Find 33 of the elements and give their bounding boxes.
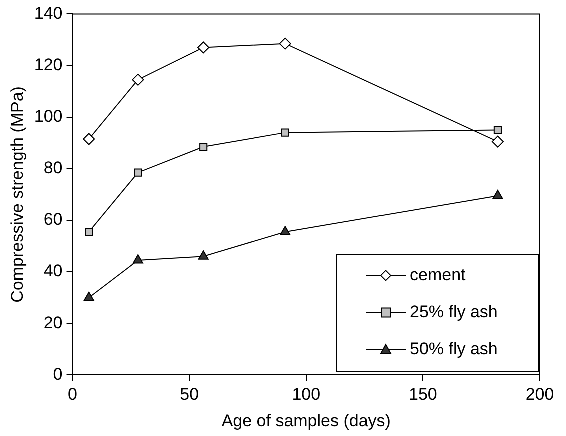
y-axis-title: Compressive strength (MPa) [8, 86, 27, 303]
point [492, 190, 504, 200]
y-tick-label: 120 [34, 55, 63, 74]
x-tick-label: 150 [409, 385, 438, 404]
x-axis-title: Age of samples (days) [222, 411, 391, 430]
y-tick-label: 140 [34, 4, 63, 23]
point [132, 254, 144, 264]
y-tick-label: 20 [44, 313, 63, 332]
x-tick-label: 200 [526, 385, 554, 404]
legend-label: 25% fly ash [410, 302, 498, 322]
point [281, 128, 290, 137]
legend-label: 50% fly ash [410, 339, 498, 358]
y-tick-label: 60 [44, 210, 63, 230]
y-tick-label: 40 [44, 262, 63, 281]
x-tick-label: 50 [180, 385, 200, 404]
point [200, 142, 208, 152]
point [84, 292, 94, 302]
point [83, 133, 96, 146]
point [198, 42, 210, 54]
y-tick-label: 80 [44, 158, 63, 178]
point [279, 38, 292, 50]
point [494, 126, 502, 134]
point [492, 136, 504, 148]
x-tick-label: 0 [68, 385, 78, 404]
point [280, 226, 291, 236]
point [134, 168, 142, 177]
x-tick-label: 100 [292, 385, 321, 404]
point [198, 250, 209, 260]
point [85, 228, 94, 236]
point [132, 74, 144, 86]
y-tick-label: 0 [53, 364, 63, 384]
legend-label: cement [410, 265, 466, 284]
y-tick-label: 100 [34, 107, 63, 126]
